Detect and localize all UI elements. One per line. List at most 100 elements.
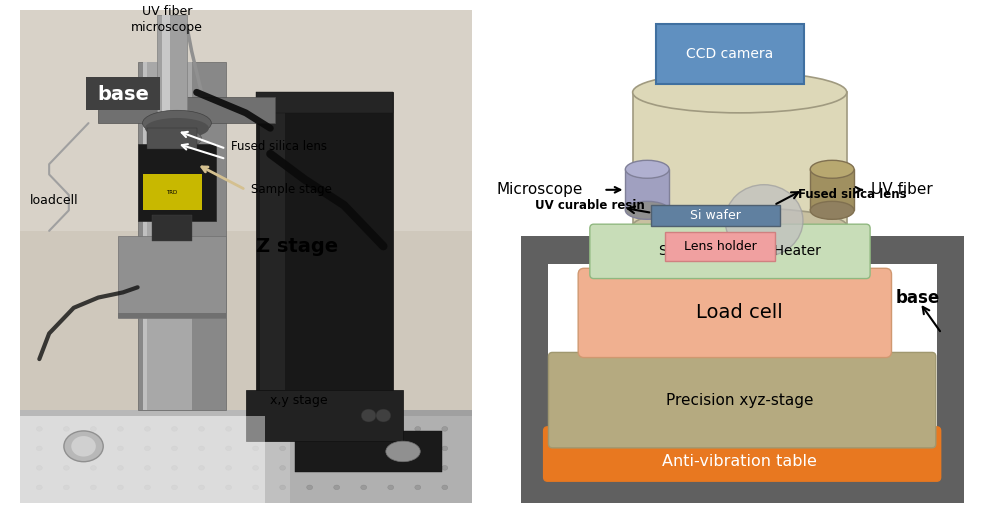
FancyBboxPatch shape [544,427,941,481]
Ellipse shape [162,129,202,148]
Ellipse shape [415,427,421,431]
FancyBboxPatch shape [521,236,548,503]
Text: UV fiber: UV fiber [871,182,933,198]
FancyBboxPatch shape [162,15,169,118]
Ellipse shape [333,485,340,489]
Text: Fused silica lens: Fused silica lens [798,188,906,202]
FancyBboxPatch shape [521,475,963,503]
Text: Si wafer: Si wafer [690,209,741,222]
Ellipse shape [333,427,340,431]
Ellipse shape [633,72,846,113]
Ellipse shape [253,466,259,470]
FancyBboxPatch shape [98,97,275,123]
FancyBboxPatch shape [578,268,892,358]
Ellipse shape [387,466,393,470]
FancyBboxPatch shape [152,215,192,241]
Ellipse shape [199,427,204,431]
FancyBboxPatch shape [20,10,472,503]
FancyBboxPatch shape [143,174,202,210]
FancyBboxPatch shape [20,416,265,503]
FancyBboxPatch shape [521,236,666,264]
Ellipse shape [361,466,367,470]
FancyBboxPatch shape [118,236,226,318]
Text: CCD camera: CCD camera [686,47,774,61]
FancyBboxPatch shape [246,390,403,441]
Ellipse shape [307,427,313,431]
Ellipse shape [225,427,232,431]
Ellipse shape [171,446,178,451]
FancyBboxPatch shape [665,232,776,261]
Text: Sample stage & Heater: Sample stage & Heater [659,244,821,259]
Ellipse shape [279,446,286,451]
FancyBboxPatch shape [138,144,216,221]
Text: UV fiber: UV fiber [142,5,193,18]
Ellipse shape [307,485,313,489]
Ellipse shape [253,446,259,451]
Ellipse shape [279,466,286,470]
Ellipse shape [385,441,421,462]
Ellipse shape [36,485,42,489]
Ellipse shape [36,466,42,470]
FancyBboxPatch shape [147,128,197,149]
Ellipse shape [387,427,393,431]
Ellipse shape [725,185,803,256]
Ellipse shape [253,427,259,431]
Ellipse shape [441,427,448,431]
Text: Load cell: Load cell [696,303,783,323]
Text: UV curable resin: UV curable resin [536,199,645,212]
FancyBboxPatch shape [118,313,226,318]
Ellipse shape [90,485,96,489]
FancyBboxPatch shape [590,224,870,279]
Ellipse shape [441,485,448,489]
Ellipse shape [118,427,124,431]
FancyBboxPatch shape [87,77,159,110]
Text: microscope: microscope [131,21,203,33]
Ellipse shape [90,427,96,431]
Text: loadcell: loadcell [29,193,78,207]
Ellipse shape [145,427,150,431]
Text: Precision xyz-stage: Precision xyz-stage [665,392,814,408]
Ellipse shape [633,208,846,244]
Ellipse shape [36,427,42,431]
Ellipse shape [64,431,103,462]
Ellipse shape [387,485,393,489]
Ellipse shape [171,427,178,431]
Ellipse shape [361,446,367,451]
Ellipse shape [63,446,69,451]
FancyBboxPatch shape [20,410,290,503]
Ellipse shape [415,485,421,489]
FancyBboxPatch shape [656,24,804,84]
FancyBboxPatch shape [157,15,187,118]
Ellipse shape [63,466,69,470]
Ellipse shape [36,446,42,451]
Ellipse shape [171,466,178,470]
FancyBboxPatch shape [20,410,472,416]
Ellipse shape [415,446,421,451]
Text: TRD: TRD [166,190,178,195]
Ellipse shape [118,466,124,470]
Ellipse shape [118,446,124,451]
Ellipse shape [279,485,286,489]
Text: base: base [896,288,940,307]
Text: Sample stage: Sample stage [251,183,331,196]
Ellipse shape [810,160,854,179]
Ellipse shape [143,110,211,136]
FancyBboxPatch shape [810,169,854,210]
Text: base: base [97,85,148,105]
Ellipse shape [118,485,124,489]
Ellipse shape [625,160,669,179]
FancyBboxPatch shape [0,0,492,513]
Ellipse shape [63,485,69,489]
FancyBboxPatch shape [260,103,285,390]
FancyBboxPatch shape [651,205,781,226]
Ellipse shape [810,201,854,220]
Ellipse shape [171,485,178,489]
FancyBboxPatch shape [633,92,846,226]
Ellipse shape [253,485,259,489]
Ellipse shape [225,466,232,470]
FancyBboxPatch shape [937,236,963,503]
Ellipse shape [415,466,421,470]
Ellipse shape [387,446,393,451]
Ellipse shape [376,409,391,422]
Ellipse shape [441,466,448,470]
